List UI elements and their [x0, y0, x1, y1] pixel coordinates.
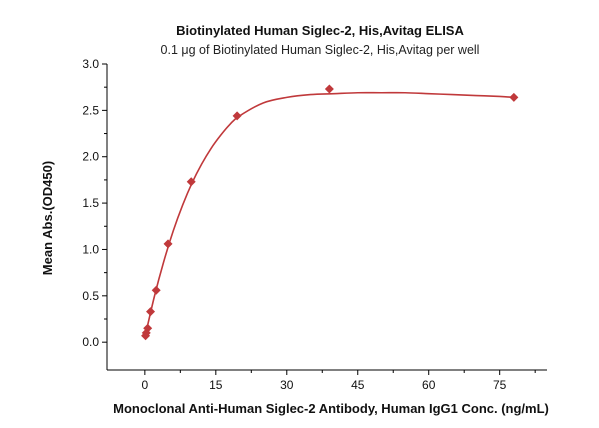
chart-subtitle: 0.1 μg of Biotinylated Human Siglec-2, H…	[161, 43, 480, 57]
y-tick-label: 3.0	[82, 57, 99, 71]
data-point	[143, 323, 153, 333]
fit-curve	[144, 91, 514, 338]
data-point	[186, 177, 196, 187]
data-point	[232, 111, 242, 121]
x-tick-label: 30	[280, 378, 294, 392]
data-point	[151, 285, 161, 295]
y-axis-label: Mean Abs.(OD450)	[40, 161, 55, 275]
y-tick-label: 2.5	[82, 103, 99, 117]
x-tick-label: 45	[351, 378, 365, 392]
x-axis-label: Monoclonal Anti-Human Siglec-2 Antibody,…	[113, 401, 549, 416]
x-ticks: 0 15 30 45 60 75	[142, 370, 536, 392]
y-tick-label: 0.0	[82, 335, 99, 349]
y-tick-label: 2.0	[82, 150, 99, 164]
y-tick-label: 1.0	[82, 242, 99, 256]
data-point	[509, 92, 519, 102]
x-tick-label: 60	[422, 378, 436, 392]
data-point	[324, 84, 334, 94]
x-tick-label: 0	[142, 378, 149, 392]
data-point	[163, 239, 173, 249]
y-tick-label: 0.5	[82, 289, 99, 303]
data-point	[146, 307, 156, 317]
chart-title: Biotinylated Human Siglec-2, His,Avitag …	[176, 23, 464, 38]
axes	[106, 64, 547, 371]
y-tick-label: 1.5	[82, 196, 99, 210]
y-ticks: 0.0 0.5 1.0 1.5 2.0 2.5 3.0	[82, 57, 107, 349]
x-tick-label: 15	[209, 378, 223, 392]
data-points	[141, 84, 519, 341]
x-tick-label: 75	[493, 378, 507, 392]
